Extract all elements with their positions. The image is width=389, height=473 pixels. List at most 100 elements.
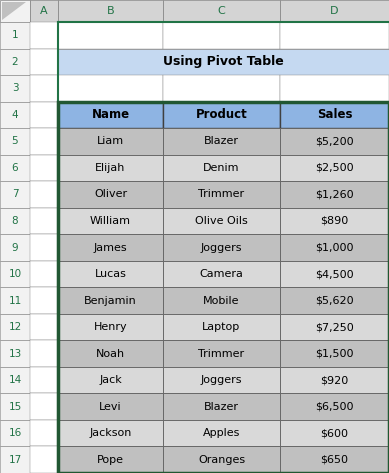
- Text: 4: 4: [12, 110, 18, 120]
- Bar: [280, 341, 389, 367]
- Bar: [163, 75, 280, 102]
- Bar: [163, 128, 280, 155]
- Bar: [58, 75, 163, 102]
- Text: $7,250: $7,250: [315, 322, 354, 332]
- Bar: [30, 420, 58, 447]
- Bar: [58, 287, 163, 314]
- Bar: [280, 314, 389, 341]
- Text: $650: $650: [321, 455, 349, 465]
- Text: Mobile: Mobile: [203, 296, 240, 306]
- Bar: [280, 102, 389, 128]
- Text: Product: Product: [196, 108, 247, 122]
- Bar: [163, 261, 280, 287]
- Bar: [58, 181, 163, 208]
- Text: Olive Oils: Olive Oils: [195, 216, 248, 226]
- Bar: [163, 208, 280, 234]
- Text: $4,500: $4,500: [315, 269, 354, 279]
- Bar: [280, 420, 389, 447]
- Text: 6: 6: [12, 163, 18, 173]
- Bar: [30, 208, 58, 234]
- Bar: [58, 314, 163, 341]
- Bar: [163, 287, 280, 314]
- Bar: [0, 447, 30, 473]
- Bar: [0, 314, 30, 341]
- Text: Blazer: Blazer: [204, 136, 239, 146]
- Text: C: C: [217, 6, 225, 16]
- Text: D: D: [330, 6, 339, 16]
- Text: Henry: Henry: [94, 322, 127, 332]
- Bar: [163, 102, 280, 128]
- Bar: [163, 0, 280, 22]
- Bar: [0, 102, 30, 128]
- Bar: [58, 102, 389, 473]
- Text: Jack: Jack: [99, 375, 122, 385]
- Text: William: William: [90, 216, 131, 226]
- Bar: [163, 341, 280, 367]
- Bar: [0, 155, 30, 181]
- Text: 14: 14: [9, 375, 22, 385]
- Text: 9: 9: [12, 243, 18, 253]
- Text: 8: 8: [12, 216, 18, 226]
- Bar: [0, 181, 30, 208]
- Text: $2,500: $2,500: [315, 163, 354, 173]
- Bar: [30, 394, 58, 420]
- Bar: [280, 261, 389, 287]
- Bar: [58, 49, 389, 75]
- Bar: [30, 341, 58, 367]
- Text: $1,260: $1,260: [315, 190, 354, 200]
- Bar: [163, 314, 280, 341]
- Text: $600: $600: [321, 428, 349, 438]
- Text: Denim: Denim: [203, 163, 240, 173]
- Bar: [0, 367, 30, 394]
- Text: $1,000: $1,000: [315, 243, 354, 253]
- Bar: [0, 261, 30, 287]
- Text: 16: 16: [9, 428, 22, 438]
- Bar: [280, 234, 389, 261]
- Text: Trimmer: Trimmer: [198, 190, 245, 200]
- Bar: [280, 0, 389, 22]
- Text: $920: $920: [321, 375, 349, 385]
- Text: Pope: Pope: [97, 455, 124, 465]
- Text: Name: Name: [91, 108, 130, 122]
- Text: Benjamin: Benjamin: [84, 296, 137, 306]
- Bar: [30, 181, 58, 208]
- Text: 15: 15: [9, 402, 22, 412]
- Text: 3: 3: [12, 83, 18, 93]
- Bar: [30, 22, 58, 49]
- Bar: [30, 287, 58, 314]
- Bar: [0, 287, 30, 314]
- Bar: [58, 341, 163, 367]
- Text: $890: $890: [321, 216, 349, 226]
- Bar: [163, 22, 280, 49]
- Text: 12: 12: [9, 322, 22, 332]
- Bar: [58, 234, 163, 261]
- Polygon shape: [2, 2, 26, 20]
- Bar: [280, 208, 389, 234]
- Bar: [30, 49, 58, 75]
- Text: 13: 13: [9, 349, 22, 359]
- Bar: [0, 22, 30, 49]
- Bar: [163, 394, 280, 420]
- Bar: [280, 394, 389, 420]
- Text: 2: 2: [12, 57, 18, 67]
- Text: 10: 10: [9, 269, 21, 279]
- Text: Joggers: Joggers: [201, 243, 242, 253]
- Bar: [58, 394, 163, 420]
- Text: Oliver: Oliver: [94, 190, 127, 200]
- Text: Laptop: Laptop: [202, 322, 241, 332]
- Bar: [58, 0, 163, 22]
- Text: B: B: [107, 6, 114, 16]
- Polygon shape: [0, 0, 30, 22]
- Text: Liam: Liam: [97, 136, 124, 146]
- Bar: [163, 420, 280, 447]
- Bar: [58, 208, 163, 234]
- Bar: [30, 155, 58, 181]
- Bar: [30, 102, 58, 128]
- Text: Lucas: Lucas: [95, 269, 126, 279]
- Text: $1,500: $1,500: [315, 349, 354, 359]
- Bar: [163, 234, 280, 261]
- Bar: [0, 49, 30, 75]
- Bar: [58, 447, 163, 473]
- Bar: [58, 102, 163, 128]
- Text: Noah: Noah: [96, 349, 125, 359]
